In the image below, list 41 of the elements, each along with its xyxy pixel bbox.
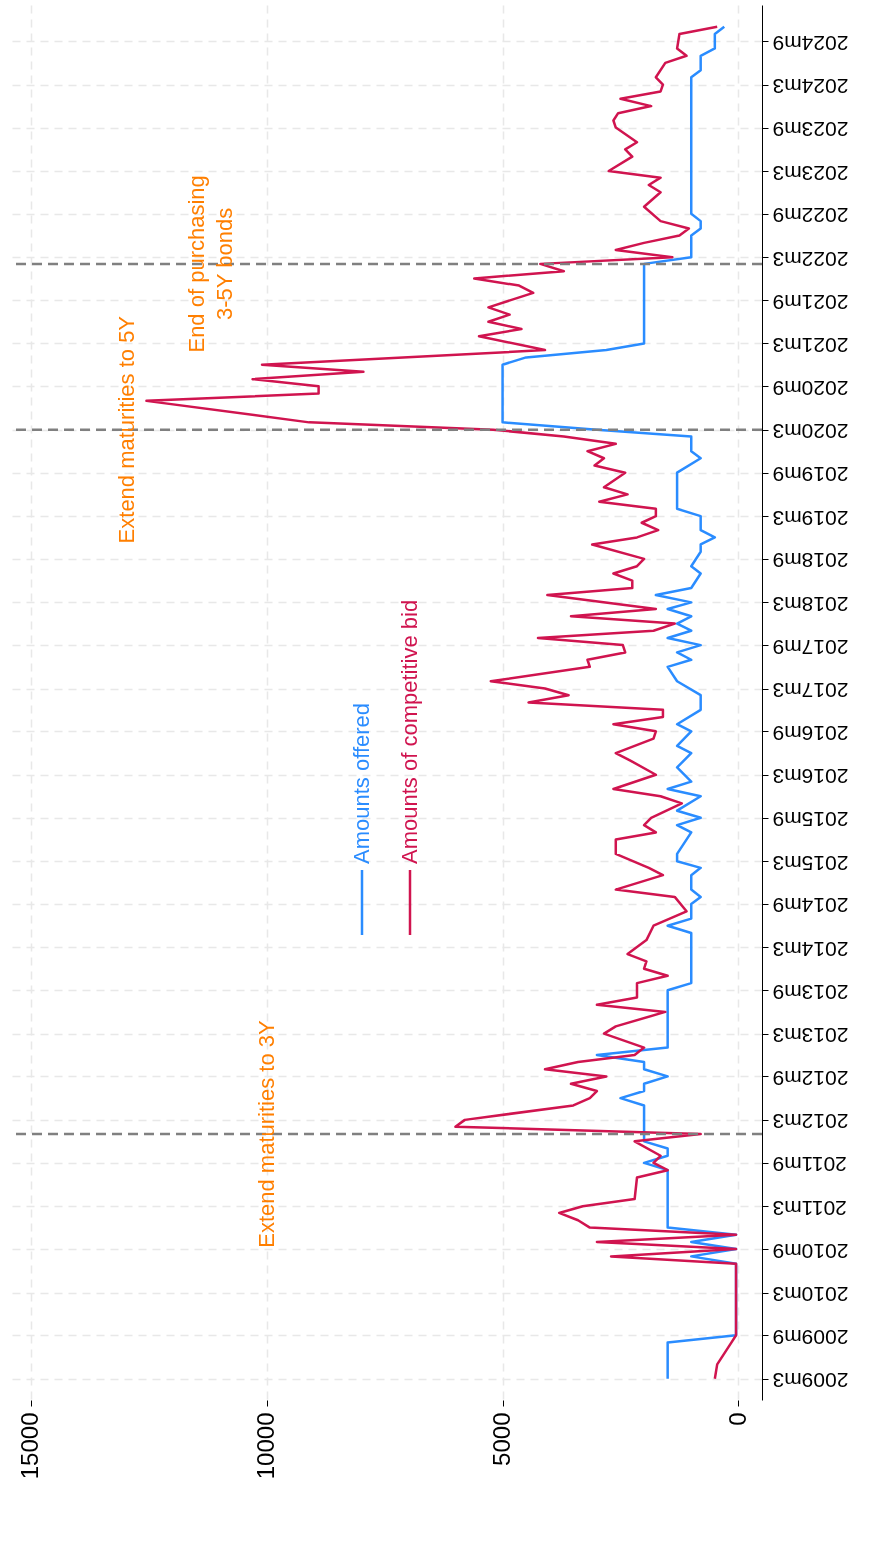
y-tick-label: 2014m3 (772, 937, 849, 961)
y-tick-label: 2020m3 (772, 420, 849, 444)
y-tick-label: 2021m3 (772, 333, 849, 357)
x-tick-label: 15000 (16, 1412, 44, 1480)
y-tick-label: 2022m9 (772, 204, 849, 228)
text: Amounts offered (349, 702, 374, 864)
ref-line-label: Extend maturities to 3Y (254, 1019, 279, 1248)
y-tick-label: 2011m9 (772, 1153, 847, 1177)
x-tick-label: 5000 (488, 1412, 516, 1466)
y-tick-label: 2013m3 (772, 1024, 849, 1048)
y-tick-label: 2017m3 (772, 679, 849, 703)
y-tick-label: 2015m3 (772, 851, 849, 875)
y-tick-label: 2010m3 (772, 1283, 849, 1307)
y-tick-label: 2019m3 (772, 506, 849, 530)
y-tick-label: 2020m9 (772, 376, 849, 400)
x-tick-label: 10000 (252, 1412, 280, 1480)
y-tick-label: 2019m9 (772, 463, 849, 487)
y-tick-label: 2022m3 (772, 247, 849, 271)
x-tick-label: 0 (723, 1412, 751, 1426)
ref-line-label: End of purchasing 3-5Y bonds (184, 175, 237, 353)
y-tick-label: 2011m3 (772, 1196, 847, 1220)
text: Amounts of competitive bid (397, 599, 422, 864)
y-tick-label: 2024m9 (772, 31, 849, 55)
y-tick-label: 2009m3 (772, 1369, 849, 1393)
y-tick-label: 2018m3 (772, 592, 849, 616)
y-tick-label: 2018m9 (772, 549, 849, 573)
y-tick-label: 2016m9 (772, 721, 849, 745)
y-tick-label: 2014m9 (772, 894, 849, 918)
y-tick-label: 2015m9 (772, 808, 849, 832)
y-tick-label: 2012m9 (772, 1066, 849, 1090)
y-tick-label: 2023m9 (772, 118, 849, 142)
ref-line-label: Extend maturities to 5Y (114, 315, 139, 544)
y-tick-label: 2017m9 (772, 635, 849, 659)
y-tick-label: 2012m3 (772, 1110, 849, 1134)
y-tick-label: 2013m9 (772, 980, 849, 1004)
y-tick-label: 2009m9 (772, 1325, 849, 1349)
y-tick-label: 2023m3 (772, 161, 849, 185)
y-tick-label: 2021m9 (772, 290, 849, 314)
y-tick-label: 2016m3 (772, 765, 849, 789)
y-tick-label: 2010m9 (772, 1239, 849, 1263)
y-tick-label: 2024m3 (772, 75, 849, 99)
